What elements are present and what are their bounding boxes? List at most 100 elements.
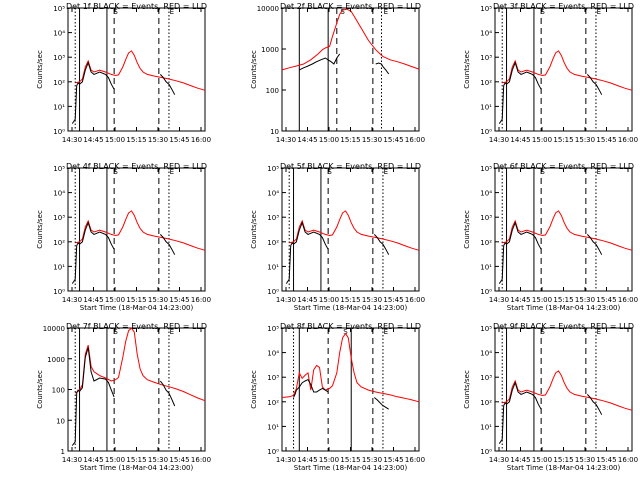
x-tick-label: 14:30: [489, 136, 509, 144]
y-tick-label: 10000: [43, 325, 65, 333]
x-tick-label: 15:00: [319, 296, 339, 304]
series-events-line: [375, 62, 390, 75]
panel-title: Det 3f BLACK = Events, RED = LLD: [493, 2, 634, 11]
y-tick-label: 100: [266, 87, 279, 95]
x-tick-label: 16:00: [618, 456, 638, 464]
y-tick-label: 10¹: [267, 423, 279, 431]
x-tick-label: 15:00: [105, 296, 125, 304]
x-tick-label: 15:45: [383, 296, 403, 304]
y-axis-label: Counts/sec: [36, 370, 44, 409]
series-lld-line: [281, 332, 420, 403]
marker-E: E: [384, 168, 388, 176]
x-tick-label: 15:45: [596, 296, 616, 304]
y-tick-label: 10⁴: [267, 350, 279, 358]
x-tick-label: 14:30: [62, 456, 82, 464]
x-tick-label: 15:45: [383, 136, 403, 144]
panel-title: Det 8f BLACK = Events, RED = LLD: [280, 322, 421, 331]
panel-title: Det 2f BLACK = Events, RED = LLD: [280, 2, 421, 11]
y-tick-label: 10²: [480, 79, 492, 87]
y-axis-label: Counts/sec: [463, 370, 471, 409]
y-tick-label: 10: [56, 417, 65, 425]
series-events-line: [159, 380, 176, 407]
x-tick-label: 14:30: [276, 296, 296, 304]
x-tick-label: 15:30: [362, 136, 382, 144]
x-axis-label: Start Time (18-Mar-04 14:23:00): [507, 304, 621, 312]
y-tick-label: 10²: [53, 239, 65, 247]
x-tick-label: 14:45: [83, 456, 103, 464]
panel-title: Det 9f BLACK = Events, RED = LLD: [493, 322, 634, 331]
x-tick-label: 14:30: [276, 456, 296, 464]
x-tick-label: 15:45: [596, 456, 616, 464]
y-tick-label: 10⁴: [480, 30, 492, 38]
marker-S: S: [327, 168, 332, 176]
y-tick-label: 10¹: [480, 263, 492, 271]
x-tick-label: 14:30: [62, 296, 82, 304]
y-tick-label: 10²: [480, 239, 492, 247]
y-tick-label: 10: [270, 128, 279, 136]
x-tick-label: 15:15: [126, 136, 146, 144]
panel-title: Det 4f BLACK = Events, RED = LLD: [66, 162, 207, 171]
y-axis-label: Counts/sec: [463, 210, 471, 249]
x-tick-label: 16:00: [618, 296, 638, 304]
x-tick-label: 15:00: [532, 456, 552, 464]
x-axis-label: Start Time (18-Mar-04 14:23:00): [294, 464, 408, 472]
x-tick-label: 15:30: [148, 296, 168, 304]
series-events-line: [373, 234, 390, 255]
y-tick-label: 10¹: [53, 263, 65, 271]
x-axis-label: Start Time (18-Mar-04 14:23:00): [80, 304, 194, 312]
series-events-line: [586, 234, 603, 255]
x-tick-label: 16:00: [405, 456, 425, 464]
y-tick-label: 10000: [257, 5, 279, 13]
x-tick-label: 15:15: [126, 296, 146, 304]
y-tick-label: 10⁵: [480, 325, 492, 333]
x-tick-label: 15:45: [169, 296, 189, 304]
panel-title: Det 1f BLACK = Events, RED = LLD: [66, 2, 207, 11]
series-lld-line: [281, 8, 420, 71]
x-tick-label: 15:15: [126, 456, 146, 464]
y-tick-label: 10⁴: [53, 30, 65, 38]
series-lld-line: [502, 210, 633, 251]
y-tick-label: 10⁰: [480, 448, 492, 456]
marker-S: S: [113, 168, 118, 176]
x-tick-label: 15:00: [105, 456, 125, 464]
marker-E: E: [384, 8, 388, 16]
y-tick-label: 10³: [53, 54, 65, 62]
series-lld-line: [75, 50, 206, 91]
x-axis-label: Start Time (18-Mar-04 14:23:00): [507, 464, 621, 472]
marker-S: S: [540, 8, 545, 16]
series-lld-line: [75, 210, 206, 251]
series-events-line: [71, 347, 115, 446]
series-events-line: [373, 397, 389, 410]
marker-S: S: [540, 328, 545, 336]
x-tick-label: 14:45: [297, 456, 317, 464]
series-lld-line: [502, 370, 633, 411]
y-tick-label: 10⁰: [53, 128, 65, 136]
marker-E: E: [170, 168, 174, 176]
x-tick-label: 14:30: [489, 456, 509, 464]
x-tick-label: 15:30: [148, 136, 168, 144]
x-tick-label: 14:45: [83, 296, 103, 304]
y-axis-label: Counts/sec: [36, 210, 44, 249]
y-tick-label: 10⁰: [480, 128, 492, 136]
x-tick-label: 15:00: [532, 296, 552, 304]
y-tick-label: 10⁴: [480, 190, 492, 198]
x-tick-label: 15:00: [532, 136, 552, 144]
y-tick-label: 1000: [47, 356, 65, 364]
y-tick-label: 10²: [267, 239, 279, 247]
y-tick-label: 10³: [480, 214, 492, 222]
x-tick-label: 16:00: [191, 136, 211, 144]
x-axis-label: Start Time (18-Mar-04 14:23:00): [294, 304, 408, 312]
marker-S: S: [540, 168, 545, 176]
x-tick-label: 15:45: [169, 456, 189, 464]
y-tick-label: 10⁵: [267, 325, 279, 333]
x-tick-label: 16:00: [191, 296, 211, 304]
series-events-line: [293, 378, 329, 398]
y-tick-label: 10³: [53, 214, 65, 222]
y-tick-label: 10²: [480, 399, 492, 407]
